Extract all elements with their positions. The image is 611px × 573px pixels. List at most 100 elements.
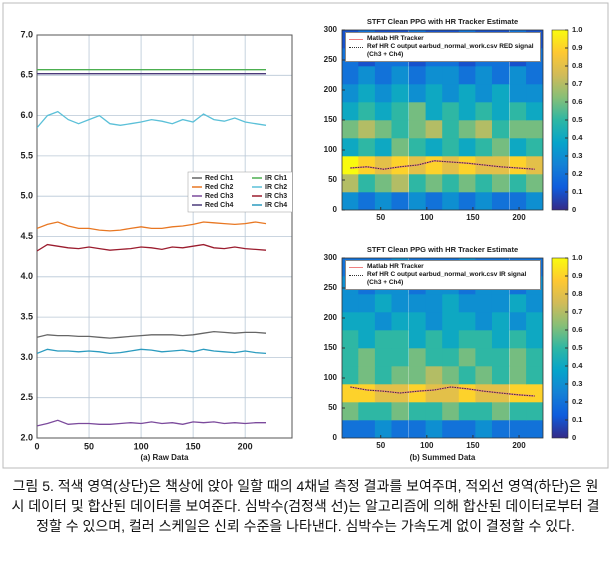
heatmap-cell	[526, 383, 543, 403]
colorbar-tick-label: 0.2	[572, 397, 582, 406]
legend-label: Red Ch3	[205, 193, 234, 200]
y-tick-label: 200	[324, 85, 338, 94]
heatmap-cell	[509, 329, 527, 349]
heatmap-cell	[374, 155, 393, 175]
legend-label: Red Ch4	[205, 202, 234, 209]
legend-label: IR Ch2	[265, 184, 287, 191]
heatmap-cell	[526, 137, 543, 157]
heatmap-cell	[425, 329, 443, 349]
heatmap-cell	[425, 65, 443, 85]
heatmap-cell	[358, 419, 376, 438]
heatmap-cell	[442, 365, 460, 385]
x-axis-label: (a) Raw Data	[140, 453, 189, 462]
heatmap-cell	[491, 419, 510, 438]
heatmap-cell	[458, 101, 476, 121]
heatmap-cell	[342, 383, 359, 403]
y-tick-label: 4.5	[20, 231, 33, 241]
colorbar-tick-label: 0.9	[572, 43, 582, 52]
colorbar-tick-label: 0.8	[572, 61, 582, 70]
legend-item: Matlab HR Tracker	[349, 263, 537, 271]
legend-item: Matlab HR Tracker	[349, 35, 537, 43]
legend-label: Matlab HR Tracker	[367, 263, 424, 270]
heatmap-cell	[475, 83, 493, 103]
heatmap-cell	[458, 65, 476, 85]
heatmap-cell	[391, 65, 409, 85]
heatmap-cell	[458, 83, 476, 103]
heatmap-cell	[409, 419, 427, 438]
heatmap-cell	[491, 293, 510, 313]
heatmap-cell	[491, 101, 510, 121]
heatmap-cell	[374, 419, 393, 438]
x-tick-label: 200	[512, 213, 526, 222]
heatmap-cell	[358, 293, 376, 313]
colorbar-tick-label: 1.0	[572, 25, 582, 34]
y-tick-label: 0	[333, 205, 338, 214]
y-tick-label: 6.0	[20, 110, 33, 120]
x-tick-label: 50	[376, 213, 385, 222]
legend-box	[187, 171, 292, 213]
colorbar-tick-label: 0.1	[572, 187, 582, 196]
heatmap-cell	[358, 347, 376, 367]
heatmap-cell	[526, 329, 543, 349]
heatmap-cell	[526, 311, 543, 331]
data-line	[37, 110, 267, 129]
heatmap-cell	[391, 191, 409, 210]
chart-title: STFT Clean PPG with HR Tracker Estimate	[367, 17, 518, 26]
heatmap-cell	[458, 419, 476, 438]
legend: Red Ch1 Red Ch2 Red Ch3 Red Ch4 IR Ch1 IR Ch2…	[187, 171, 292, 213]
colorbar-tick-label: 0.8	[572, 289, 582, 298]
heatmap-cell	[409, 137, 427, 157]
colorbar-tick-label: 0	[572, 205, 576, 214]
heatmap-cell	[391, 293, 409, 313]
x-axis-label: (b) Summed Data	[410, 453, 476, 462]
heatmap-cell	[425, 383, 443, 403]
colorbar-tick-label: 0.2	[572, 169, 582, 178]
legend-swatch	[349, 267, 363, 268]
y-tick-label: 150	[324, 115, 338, 124]
heatmap-cell	[342, 65, 359, 85]
heatmap-cell	[391, 329, 409, 349]
colorbar-tick-label: 0.1	[572, 415, 582, 424]
y-tick-label: 3.5	[20, 311, 33, 321]
heatmap-cell	[509, 191, 527, 210]
heatmap-cell	[491, 137, 510, 157]
heatmap-cell	[425, 347, 443, 367]
heatmap-cell	[409, 65, 427, 85]
heatmap-cell	[442, 83, 460, 103]
data-line	[37, 243, 267, 252]
heatmap-cell	[526, 419, 543, 438]
heatmap-cell	[391, 137, 409, 157]
x-tick-label: 50	[376, 441, 385, 450]
colorbar-tick-label: 0.4	[572, 361, 583, 370]
colorbar-tick-label: 0.7	[572, 307, 582, 316]
tracker-line	[350, 160, 535, 170]
heatmap-cell	[475, 311, 493, 331]
plot-frame	[36, 34, 293, 439]
heatmap-cell	[526, 155, 543, 175]
figure-panels: 2.0 2.5 3.0 3.5 4.0 4.5 5.0 5.5 6.0 6.5 7.0 0 50 100 1…	[2, 2, 609, 469]
heatmap-cell	[526, 401, 543, 421]
heatmap-cell	[358, 365, 376, 385]
heatmap-cell	[342, 347, 359, 367]
colorbar-tick-label: 0.3	[572, 379, 582, 388]
heatmap-cell	[526, 347, 543, 367]
heatmap-cell	[374, 293, 393, 313]
caption: 그림 5. 적색 영역(상단)은 책상에 앉아 일할 때의 4채널 측정 결과를…	[11, 478, 600, 534]
heatmap-cell	[509, 383, 527, 403]
heatmap-cell	[425, 155, 443, 175]
heatmap-cell	[458, 401, 476, 421]
heatmap-cell	[391, 347, 409, 367]
heatmap-cell	[458, 137, 476, 157]
legend-box: Matlab HR Tracker Ref HR C output earbud_…	[345, 260, 541, 290]
heatmap-cell	[358, 155, 376, 175]
y-tick-label: 250	[324, 55, 338, 64]
heatmap-cell	[342, 119, 359, 139]
heatmap-cell	[475, 293, 493, 313]
heatmap-cell	[342, 83, 359, 103]
heatmap-cell	[374, 401, 393, 421]
x-tick-label: 100	[420, 441, 434, 450]
heatmap-cell	[342, 173, 359, 193]
heatmap-cell	[491, 155, 510, 175]
heatmap-cell	[442, 155, 460, 175]
heatmap-cell	[409, 383, 427, 403]
